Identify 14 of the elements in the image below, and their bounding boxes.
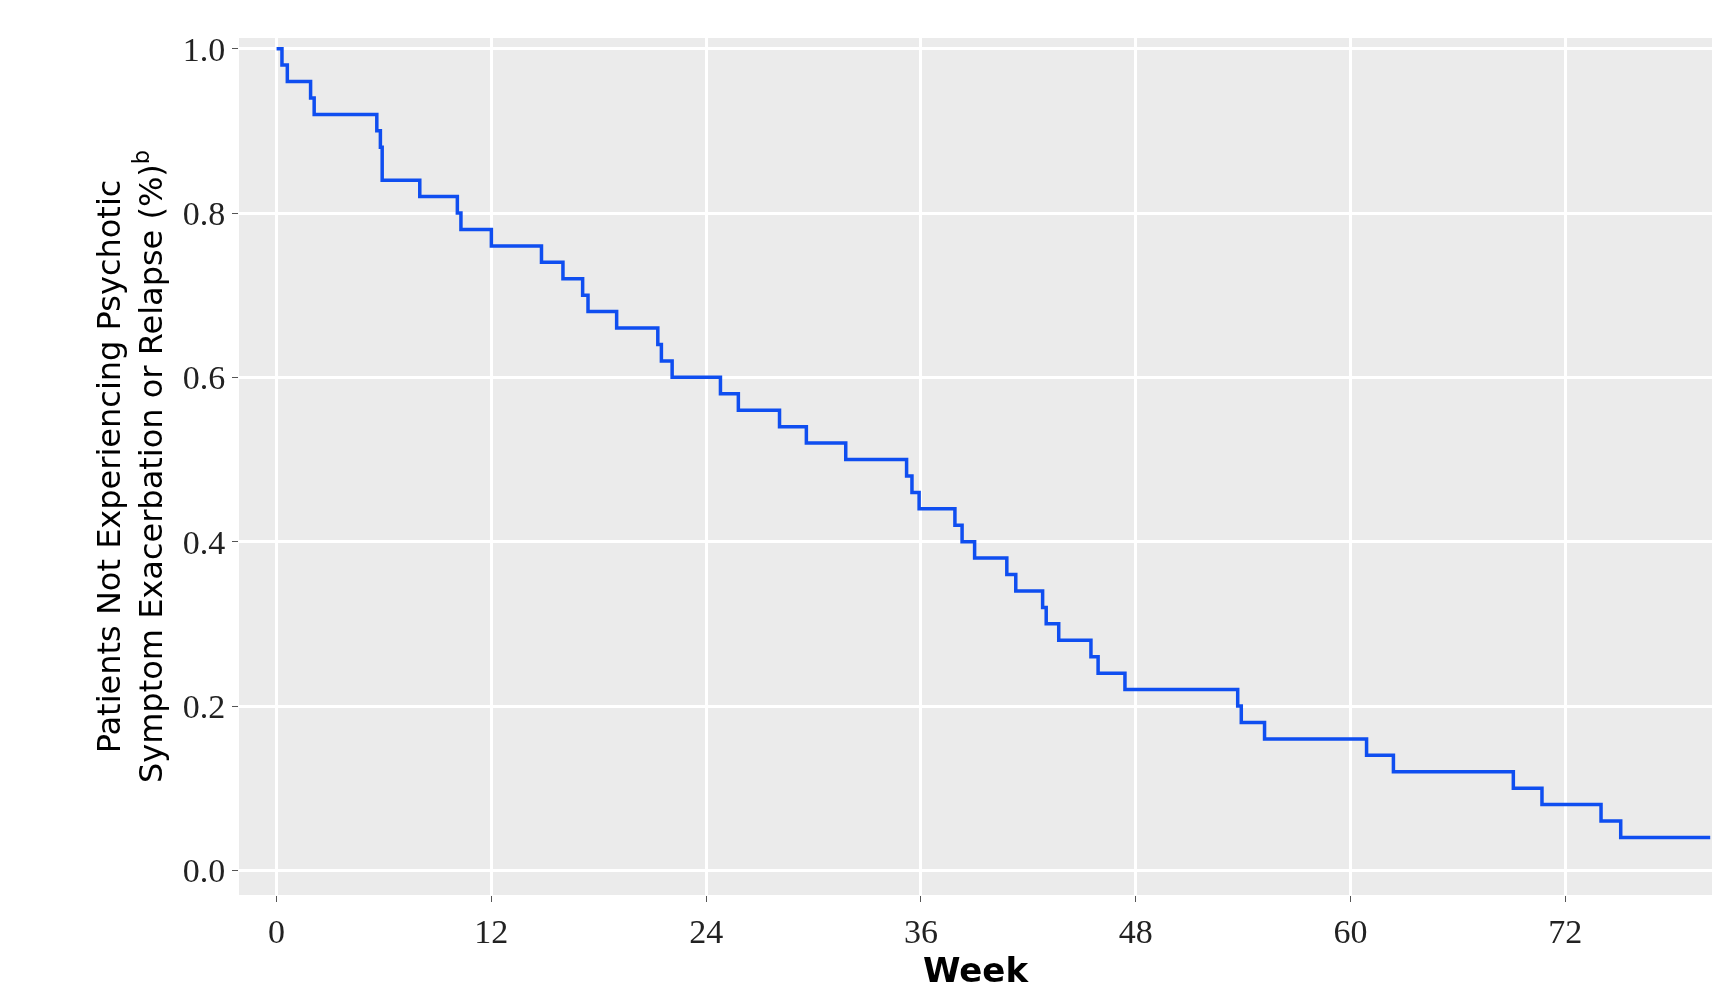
x-tick-label: 0 [268, 912, 286, 950]
x-tick-label: 12 [474, 912, 509, 950]
x-tick-label: 48 [1118, 912, 1153, 950]
x-tick-label: 24 [689, 912, 724, 950]
x-tick-label: 72 [1548, 912, 1583, 950]
y-tick-label: 1.0 [182, 30, 226, 68]
x-axis-title: Week [922, 949, 1030, 990]
y-tick-label: 0.0 [182, 852, 226, 890]
y-tick-label: 0.4 [182, 523, 226, 561]
y-tick-label: 0.6 [182, 359, 226, 397]
x-tick-label: 36 [903, 912, 938, 950]
y-tick-label: 0.8 [182, 194, 226, 232]
x-tick-label: 60 [1333, 912, 1368, 950]
y-tick-label: 0.2 [182, 687, 226, 725]
